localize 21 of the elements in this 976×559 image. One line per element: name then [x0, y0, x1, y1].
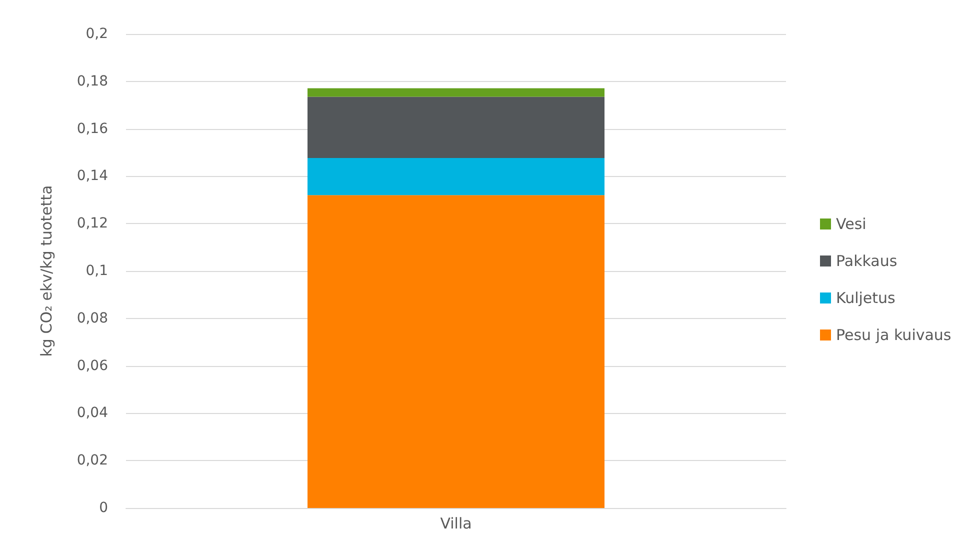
legend-label: Kuljetus [836, 289, 896, 307]
y-tick-label: 0,08 [76, 310, 108, 326]
y-tick-label: 0,02 [76, 452, 108, 469]
y-tick-label: 0,12 [76, 216, 108, 232]
y-tick-label: 0 [99, 500, 108, 516]
y-tick-label: 0,18 [76, 73, 108, 90]
y-tick-label: 0,16 [76, 120, 108, 137]
y-axis-title: kg CO₂ ekv/kg tuotetta [38, 185, 56, 357]
y-tick-label: 0,04 [76, 405, 108, 422]
legend-label: Pesu ja kuivaus [836, 326, 952, 344]
bar [308, 195, 604, 508]
bar [308, 158, 604, 196]
legend-label: Pakkaus [836, 252, 898, 270]
y-tick-label: 0,06 [76, 358, 108, 374]
bar [308, 96, 604, 158]
legend-label: Vesi [836, 215, 866, 233]
bar [308, 88, 604, 97]
x-tick-label: Villa [440, 514, 472, 532]
y-tick-label: 0,1 [86, 263, 108, 279]
y-tick-label: 0,14 [76, 168, 108, 184]
y-tick-label: 0,2 [86, 26, 108, 42]
